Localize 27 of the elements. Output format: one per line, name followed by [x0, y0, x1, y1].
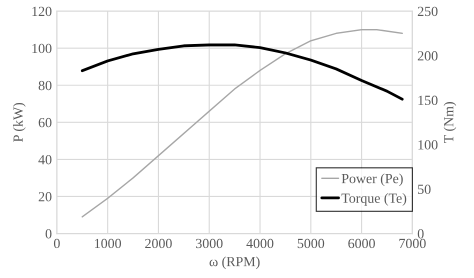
- y-tick-label: 40: [38, 154, 52, 164]
- y-tick-label: 0: [46, 229, 52, 238]
- x-tick-label: 4000: [246, 238, 274, 248]
- x-tick-label: 7000: [399, 238, 426, 248]
- y-tick-label: 100: [32, 44, 52, 54]
- y-tick-label: 60: [38, 118, 52, 128]
- y2-tick-label: 100: [418, 140, 438, 150]
- y2-tick-label: 50: [418, 184, 431, 194]
- x-axis-title: ω (RPM): [210, 256, 260, 270]
- x-tick-label: 6000: [348, 238, 375, 248]
- x-tick-label: 5000: [298, 238, 324, 248]
- y-tick-label: 120: [32, 6, 52, 16]
- y2-tick-label: 0: [418, 229, 424, 238]
- y2-tick-label: 250: [418, 6, 438, 16]
- y-axis-title: P (kW): [13, 102, 26, 142]
- x-tick-label: 0: [54, 238, 60, 248]
- x-tick-label: 1000: [95, 238, 122, 248]
- y2-tick-label: 200: [418, 51, 438, 61]
- legend-label: Power (Pe): [342, 174, 403, 186]
- y2-tick-label: 150: [418, 96, 438, 106]
- legend-label: Torque (Te): [342, 193, 406, 206]
- x-tick-label: 3000: [196, 238, 223, 248]
- y-tick-label: 20: [38, 192, 52, 202]
- y2-axis-title: T (Nm): [444, 102, 456, 143]
- x-tick-label: 2000: [145, 238, 172, 248]
- line-series: [80, 44, 404, 101]
- y-tick-label: 80: [38, 80, 52, 90]
